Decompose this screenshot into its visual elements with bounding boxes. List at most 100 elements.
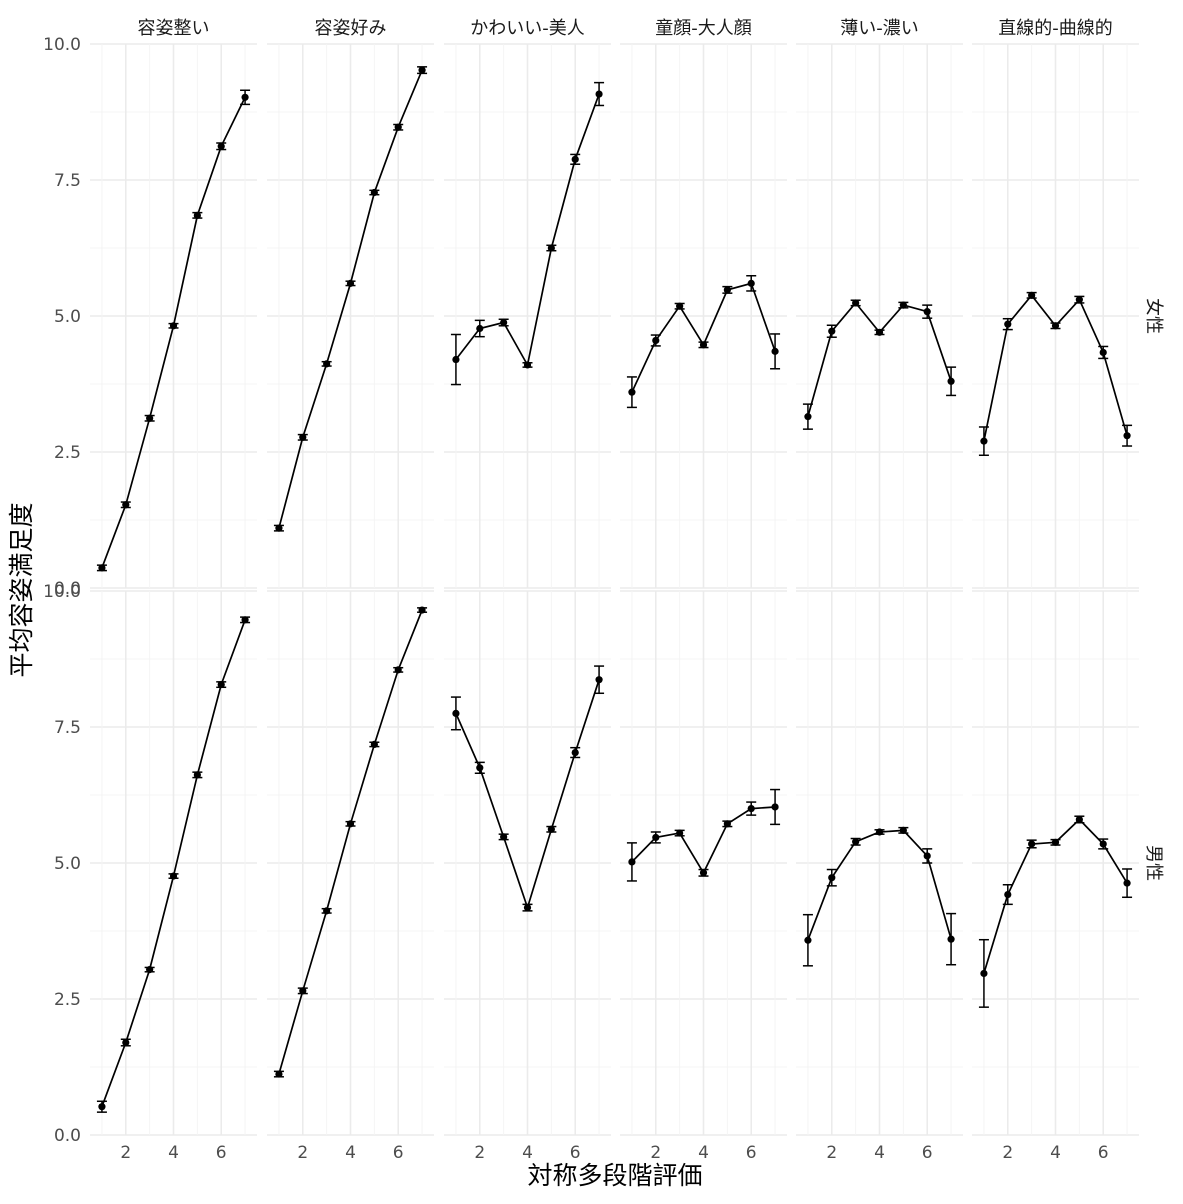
data-point — [980, 970, 987, 977]
y-tick-label: 2.5 — [54, 443, 81, 463]
data-point — [275, 1070, 282, 1077]
data-point — [748, 280, 755, 287]
data-point — [170, 872, 177, 879]
y-tick-label: 5.0 — [54, 307, 81, 327]
x-tick-label: 4 — [874, 1143, 885, 1163]
data-point — [676, 829, 683, 836]
data-point — [595, 90, 602, 97]
facet-column-label: 薄い-濃い — [840, 18, 919, 39]
data-point — [218, 681, 225, 688]
x-tick-label: 4 — [698, 1143, 709, 1163]
data-point — [395, 666, 402, 673]
data-point — [572, 156, 579, 163]
x-tick-label: 2 — [826, 1143, 837, 1163]
data-point — [371, 741, 378, 748]
x-tick-label: 2 — [1002, 1143, 1013, 1163]
data-point — [1028, 292, 1035, 299]
data-point — [628, 858, 635, 865]
x-tick-label: 2 — [297, 1143, 308, 1163]
data-point — [724, 820, 731, 827]
facet-column-label: 童顔-大人顔 — [655, 18, 752, 39]
data-point — [980, 438, 987, 445]
data-point — [98, 1103, 105, 1110]
data-point — [652, 337, 659, 344]
data-point — [1076, 296, 1083, 303]
data-point — [595, 676, 602, 683]
data-point — [98, 564, 105, 571]
data-point — [418, 606, 425, 613]
data-point — [924, 308, 931, 315]
data-point — [122, 501, 129, 508]
data-point — [347, 820, 354, 827]
data-point — [323, 907, 330, 914]
data-point — [452, 710, 459, 717]
data-point — [452, 356, 459, 363]
x-tick-label: 6 — [570, 1143, 581, 1163]
data-point — [241, 94, 248, 101]
x-tick-label: 6 — [746, 1143, 757, 1163]
data-point — [524, 904, 531, 911]
data-point — [947, 378, 954, 385]
data-point — [1052, 322, 1059, 329]
x-tick-label: 4 — [522, 1143, 533, 1163]
data-point — [299, 987, 306, 994]
data-point — [476, 325, 483, 332]
facet-column-label: 容姿整い — [138, 18, 210, 39]
y-axis-title: 平均容姿満足度 — [7, 502, 36, 677]
data-point — [1100, 840, 1107, 847]
facet-row-label: 女性 — [1143, 298, 1164, 334]
x-tick-label: 6 — [922, 1143, 933, 1163]
data-point — [1123, 880, 1130, 887]
data-point — [1004, 321, 1011, 328]
x-tick-label: 6 — [1098, 1143, 1109, 1163]
y-tick-label: 5.0 — [54, 854, 81, 874]
x-tick-label: 4 — [1050, 1143, 1061, 1163]
data-point — [652, 834, 659, 841]
data-point — [748, 805, 755, 812]
data-point — [1123, 432, 1130, 439]
data-point — [170, 322, 177, 329]
data-point — [194, 771, 201, 778]
data-point — [476, 764, 483, 771]
data-point — [771, 348, 778, 355]
data-point — [241, 616, 248, 623]
data-point — [828, 328, 835, 335]
data-point — [828, 874, 835, 881]
data-point — [194, 212, 201, 219]
x-tick-label: 6 — [216, 1143, 227, 1163]
facet-row-label: 男性 — [1143, 845, 1164, 881]
data-point — [395, 124, 402, 131]
data-point — [1028, 840, 1035, 847]
data-point — [724, 286, 731, 293]
data-point — [947, 936, 954, 943]
data-point — [804, 413, 811, 420]
data-point — [900, 302, 907, 309]
y-tick-label: 7.5 — [54, 718, 81, 738]
data-point — [524, 361, 531, 368]
data-point — [1004, 891, 1011, 898]
y-tick-label: 10.0 — [43, 582, 81, 602]
y-tick-label: 2.5 — [54, 990, 81, 1010]
data-point — [876, 329, 883, 336]
data-point — [347, 280, 354, 287]
data-point — [700, 341, 707, 348]
data-point — [323, 360, 330, 367]
data-point — [852, 299, 859, 306]
x-tick-label: 2 — [474, 1143, 485, 1163]
data-point — [500, 833, 507, 840]
data-point — [804, 937, 811, 944]
data-point — [876, 828, 883, 835]
x-tick-label: 4 — [345, 1143, 356, 1163]
data-point — [548, 244, 555, 251]
x-tick-label: 2 — [120, 1143, 131, 1163]
y-tick-label: 7.5 — [54, 171, 81, 191]
data-point — [299, 434, 306, 441]
data-layer — [97, 67, 1132, 1113]
y-tick-label: 10.0 — [43, 35, 81, 55]
data-point — [924, 852, 931, 859]
y-tick-label: 0.0 — [54, 1126, 81, 1146]
data-point — [275, 525, 282, 532]
facet-column-label: 容姿好み — [315, 18, 387, 39]
